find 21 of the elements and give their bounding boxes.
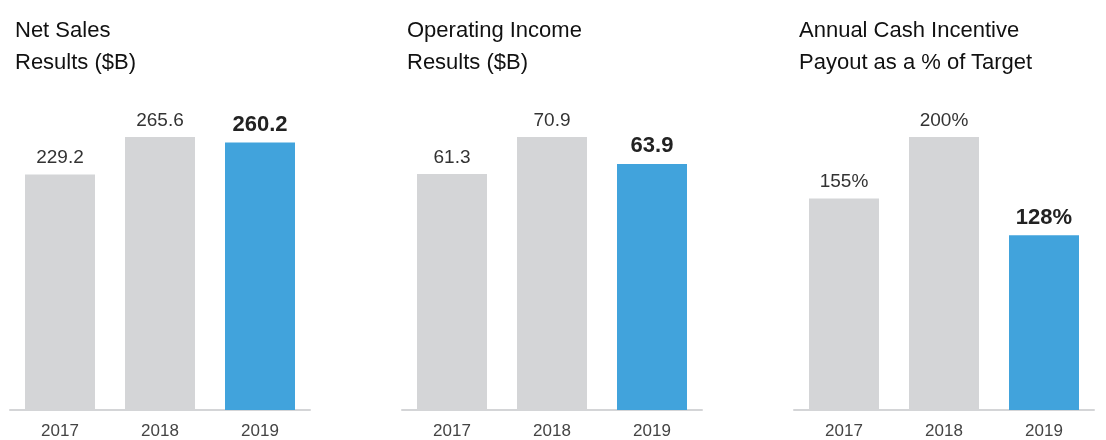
data-label: 63.9 [630,132,674,158]
x-tick-label: 2017 [41,421,79,440]
data-label: 61.3 [433,145,471,167]
x-tick-label: 2017 [825,421,863,440]
data-label: 128% [1015,203,1073,229]
x-tick-label: 2019 [633,421,671,440]
data-label: 229.2 [36,146,84,168]
chart-title: Operating Income Results ($B) [407,16,582,74]
chart-title: Annual Cash Incentive Payout as a % of Target [799,16,1033,74]
x-tick-label: 2019 [241,421,279,440]
data-label: 200% [919,109,969,130]
data-label: 260.2 [232,111,288,137]
chart-title: Net Sales Results ($B) [15,16,137,74]
data-label: 155% [819,170,869,192]
data-label: 265.6 [136,109,184,130]
x-tick-label: 2018 [925,421,963,440]
data-label: 70.9 [533,109,571,130]
x-tick-label: 2018 [141,421,179,440]
x-tick-label: 2018 [533,421,571,440]
x-tick-label: 2019 [1025,421,1063,440]
x-tick-label: 2017 [433,421,471,440]
